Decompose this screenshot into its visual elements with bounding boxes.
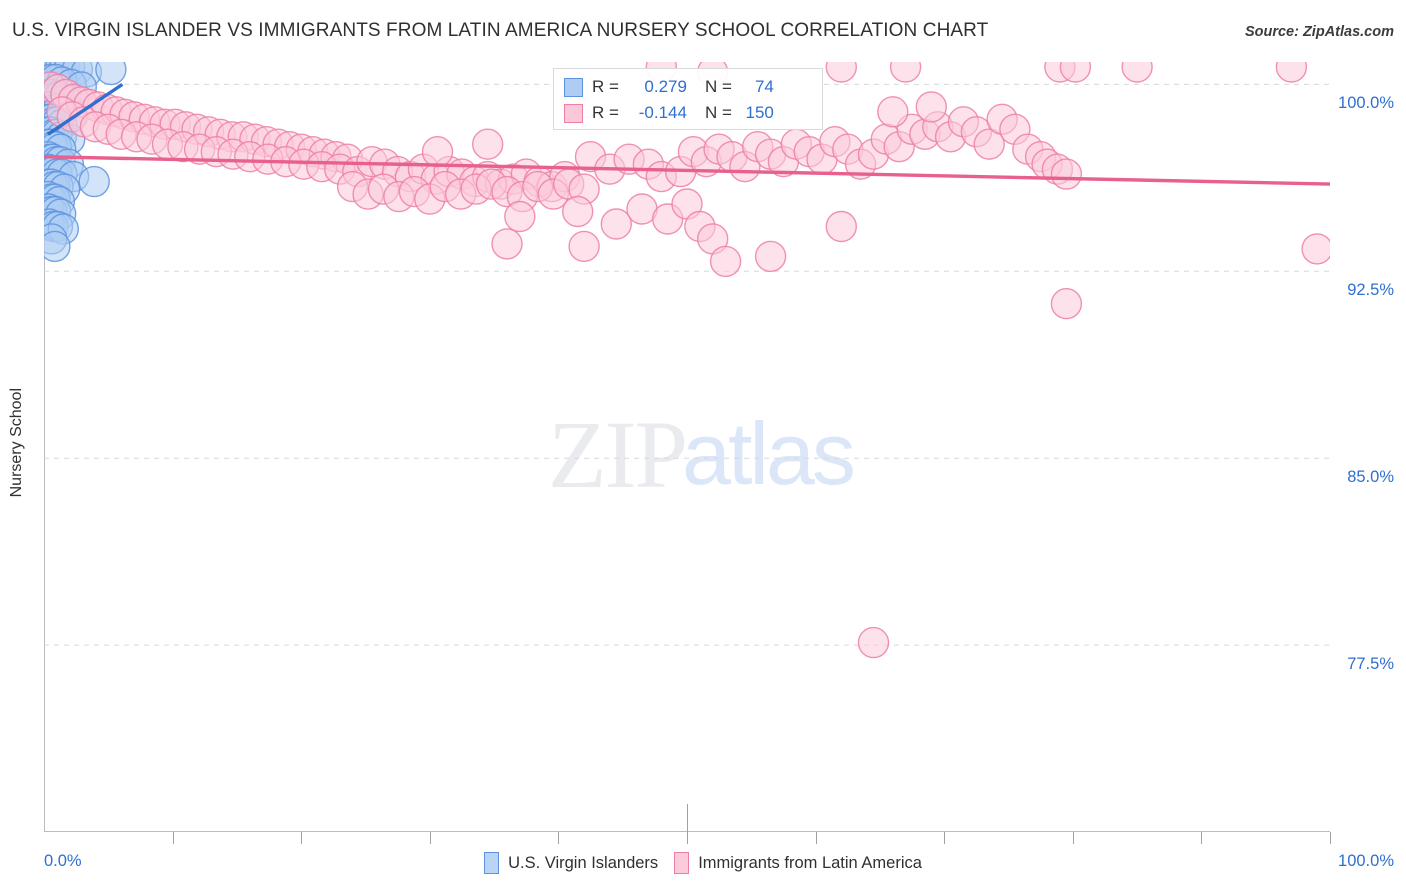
data-point xyxy=(491,228,523,260)
stats-color-swatch xyxy=(564,103,583,123)
n-value: 150 xyxy=(745,103,774,122)
data-point xyxy=(421,135,454,168)
data-point xyxy=(568,230,600,263)
y-axis-spine xyxy=(44,62,45,832)
series-legend: U.S. Virgin Islanders Immigrants from Lat… xyxy=(0,848,1406,878)
source-attribution: Source: ZipAtlas.com xyxy=(1244,24,1394,40)
legend-color-swatch xyxy=(484,852,500,874)
n-label: N = xyxy=(704,103,732,122)
correlation-stats-box: R = 0.279 N = 74 R = -0.144 N = 150 xyxy=(553,68,823,130)
plot-area xyxy=(44,62,1330,832)
legend-item-immigrants-latin-america[interactable]: Immigrants from Latin America xyxy=(674,852,922,874)
data-point xyxy=(1059,62,1092,83)
page-title: U.S. VIRGIN ISLANDER VS IMMIGRANTS FROM … xyxy=(12,20,989,41)
y-tick-label: 85.0% xyxy=(1347,468,1394,487)
data-point xyxy=(95,62,127,86)
data-point xyxy=(44,230,71,263)
x-axis-max-label: 100.0% xyxy=(1338,852,1394,870)
data-point xyxy=(889,62,922,83)
r-value: -0.144 xyxy=(638,103,687,122)
data-point xyxy=(825,210,857,243)
data-point xyxy=(709,245,742,278)
trendline xyxy=(46,82,124,136)
data-point xyxy=(877,96,909,128)
x-axis-tick xyxy=(944,832,946,844)
legend-item-us-virgin-islanders[interactable]: U.S. Virgin Islanders xyxy=(484,852,658,874)
x-axis-tick xyxy=(429,832,431,844)
x-axis-tick xyxy=(558,832,560,844)
data-point xyxy=(1301,233,1330,265)
x-axis-min-label: 0.0% xyxy=(44,852,82,870)
x-axis-tick xyxy=(301,832,303,844)
y-tick-label: 92.5% xyxy=(1347,281,1394,300)
r-value: 0.279 xyxy=(644,77,687,96)
r-label: R = xyxy=(592,103,619,122)
n-value: 74 xyxy=(754,77,774,96)
x-axis-tick xyxy=(1072,832,1074,844)
x-axis-tick xyxy=(815,832,817,844)
data-point xyxy=(857,626,890,659)
stats-row: R = 0.279 N = 74 xyxy=(564,74,812,100)
x-axis-tick xyxy=(172,832,174,844)
y-tick-label: 100.0% xyxy=(1338,94,1394,113)
stats-color-swatch xyxy=(564,77,583,97)
scatter-plot-svg xyxy=(44,62,1330,659)
data-point xyxy=(1121,62,1153,83)
n-label: N = xyxy=(704,77,732,96)
r-label: R = xyxy=(592,77,619,96)
legend-label: Immigrants from Latin America xyxy=(698,853,922,872)
trendline xyxy=(44,155,1330,186)
data-point xyxy=(1050,158,1083,190)
data-point xyxy=(562,195,594,228)
data-point xyxy=(973,128,1005,160)
data-point xyxy=(825,62,857,83)
data-point xyxy=(600,208,632,240)
x-axis-tick xyxy=(1201,832,1203,844)
legend-label: U.S. Virgin Islanders xyxy=(508,853,659,872)
data-point xyxy=(1050,287,1083,320)
x-axis-tick xyxy=(687,804,688,844)
data-point xyxy=(472,128,504,160)
legend-color-swatch xyxy=(674,852,690,874)
data-point xyxy=(754,240,787,273)
series-immigrants-from-latin-america xyxy=(44,62,1330,659)
data-point xyxy=(504,200,536,233)
stats-row: R = -0.144 N = 150 xyxy=(564,100,812,126)
y-axis-title: Nursery School xyxy=(8,388,25,498)
x-axis-tick xyxy=(1330,832,1331,844)
data-point xyxy=(78,165,110,198)
data-point xyxy=(1275,62,1308,83)
data-point xyxy=(915,91,947,123)
y-tick-label: 77.5% xyxy=(1347,655,1394,674)
